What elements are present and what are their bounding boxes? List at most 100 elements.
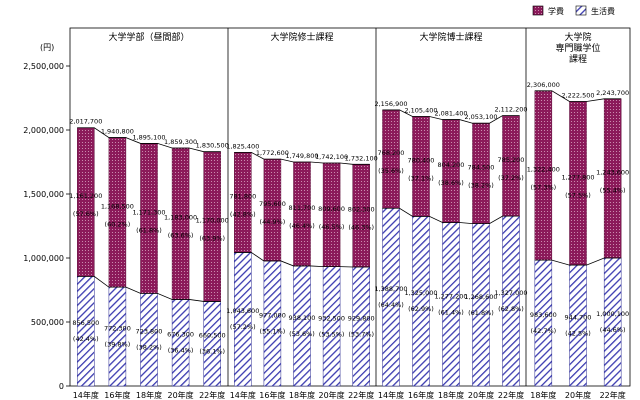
total-value-label: 2,081,400 xyxy=(434,110,467,118)
tuition-percent-label: (57.6%) xyxy=(73,210,99,218)
tuition-percent-label: (55.4%) xyxy=(600,186,626,194)
total-value-label: 1,749,800 xyxy=(285,152,318,160)
panel-title: 専門職学位 xyxy=(555,42,600,54)
tuition-percent-label: (38.2%) xyxy=(468,181,494,189)
x-category-label: 22年度 xyxy=(600,390,626,400)
legend-label-living: 生活費 xyxy=(591,6,615,16)
x-category-label: 14年度 xyxy=(378,390,404,400)
living-percent-label: (57.2%) xyxy=(230,323,256,331)
living-percent-label: (39.8%) xyxy=(105,341,131,349)
living-value-label: 1,325,000 xyxy=(404,289,437,297)
panel-title: 大学院 xyxy=(564,31,591,43)
tuition-percent-label: (46.5%) xyxy=(319,223,345,231)
living-percent-label: (42.7%) xyxy=(530,327,556,335)
x-category-label: 20年度 xyxy=(319,390,345,400)
bar-living-cost xyxy=(140,293,158,387)
living-percent-label: (62.8%) xyxy=(498,305,524,313)
bar-tuition xyxy=(352,164,370,268)
tuition-value-label: 795,600 xyxy=(259,200,286,208)
tuition-percent-label: (46.4%) xyxy=(289,222,315,230)
tuition-value-label: 1,171,300 xyxy=(132,208,165,216)
tuition-value-label: 768,200 xyxy=(378,149,405,157)
plot-frame xyxy=(69,27,631,387)
total-value-label: 2,306,000 xyxy=(527,81,560,89)
bar-living-cost xyxy=(442,222,460,387)
x-category-label: 18年度 xyxy=(530,390,556,400)
living-value-label: 856,500 xyxy=(72,319,99,327)
living-connector-line xyxy=(382,207,520,225)
x-category-label: 16年度 xyxy=(104,390,130,400)
bar-living-cost xyxy=(234,252,252,387)
bars xyxy=(77,90,622,387)
x-category-label: 18年度 xyxy=(136,390,162,400)
living-value-label: 932,500 xyxy=(318,314,345,322)
x-category-label: 16年度 xyxy=(408,390,434,400)
total-value-label: 1,732,100 xyxy=(345,154,378,162)
living-value-label: 944,700 xyxy=(565,314,592,322)
bar-tuition xyxy=(442,119,460,223)
bar-living-cost xyxy=(472,223,490,387)
living-value-label: 772,300 xyxy=(104,325,131,333)
tuition-value-label: 802,300 xyxy=(348,206,375,214)
x-category-label: 14年度 xyxy=(73,390,99,400)
tuition-value-label: 785,200 xyxy=(498,156,525,164)
x-category-label: 22年度 xyxy=(498,390,524,400)
living-percent-label: (62.9%) xyxy=(408,305,434,313)
tuition-value-label: 1,243,600 xyxy=(596,168,629,176)
total-value-label: 2,156,900 xyxy=(374,100,407,108)
living-percent-label: (44.6%) xyxy=(600,326,626,334)
living-value-label: 983,600 xyxy=(530,311,557,319)
y-tick-label: 2,000,000 xyxy=(23,126,64,135)
bar-tuition xyxy=(569,101,587,266)
living-value-label: 676,300 xyxy=(167,331,194,339)
tuition-value-label: 1,168,500 xyxy=(101,202,134,210)
y-tick-label: 0 xyxy=(59,382,64,391)
living-connector-line xyxy=(234,252,370,268)
tuition-value-label: 811,700 xyxy=(289,204,316,212)
living-percent-label: (64.4%) xyxy=(378,301,404,309)
tuition-value-label: 1,322,400 xyxy=(527,165,560,173)
bar-tuition xyxy=(263,158,282,262)
tuition-percent-label: (57.5%) xyxy=(565,191,591,199)
tuition-percent-label: (37.2%) xyxy=(498,174,524,182)
living-value-label: 1,000,100 xyxy=(596,310,629,318)
panel-title: 課程 xyxy=(569,53,587,65)
bar-living-cost xyxy=(382,207,400,387)
tuition-value-label: 1,170,000 xyxy=(196,217,229,225)
total-value-label: 2,222,500 xyxy=(561,92,594,100)
x-category-label: 18年度 xyxy=(289,390,315,400)
total-value-label: 1,830,500 xyxy=(196,142,229,150)
living-percent-label: (36.1%) xyxy=(199,348,225,356)
total-value-label: 1,742,100 xyxy=(315,153,348,161)
data-labels: 大学学部（昼間部） 2,017,700 1,161,200 (57.6%) 856,50… xyxy=(69,31,629,400)
tuition-percent-label: (44.9%) xyxy=(260,218,286,226)
total-value-label: 2,053,100 xyxy=(464,113,497,121)
x-category-label: 22年度 xyxy=(199,390,225,400)
bar-tuition xyxy=(534,90,553,261)
tuition-value-label: 1,277,800 xyxy=(561,173,594,181)
living-value-label: 660,500 xyxy=(199,332,226,340)
tuition-percent-label: (57.3%) xyxy=(530,183,556,191)
total-value-label: 2,112,200 xyxy=(494,106,527,114)
tuition-percent-label: (60.2%) xyxy=(105,220,131,228)
x-category-label: 20年度 xyxy=(468,390,494,400)
y-tick-label: 2,500,000 xyxy=(23,62,64,71)
tuition-value-label: 780,400 xyxy=(408,156,435,164)
tuition-percent-label: (61.8%) xyxy=(136,226,162,234)
living-value-label: 723,800 xyxy=(136,328,163,336)
panel-title: 大学学部（昼間部） xyxy=(108,31,189,43)
tuition-percent-label: (35.6%) xyxy=(378,167,404,175)
living-percent-label: (36.4%) xyxy=(168,347,194,355)
x-category-label: 16年度 xyxy=(259,390,285,400)
living-percent-label: (42.5%) xyxy=(565,330,591,338)
bar-tuition xyxy=(293,161,311,267)
total-connector-line xyxy=(382,109,520,124)
tuition-value-label: 1,183,000 xyxy=(164,214,197,222)
x-category-label: 20年度 xyxy=(565,390,591,400)
total-value-label: 2,243,700 xyxy=(596,89,629,97)
bar-living-cost xyxy=(203,301,221,387)
bar-tuition xyxy=(472,122,490,224)
total-connector-line xyxy=(77,127,221,153)
tuition-value-label: 804,200 xyxy=(438,161,465,169)
bar-tuition xyxy=(502,115,520,217)
